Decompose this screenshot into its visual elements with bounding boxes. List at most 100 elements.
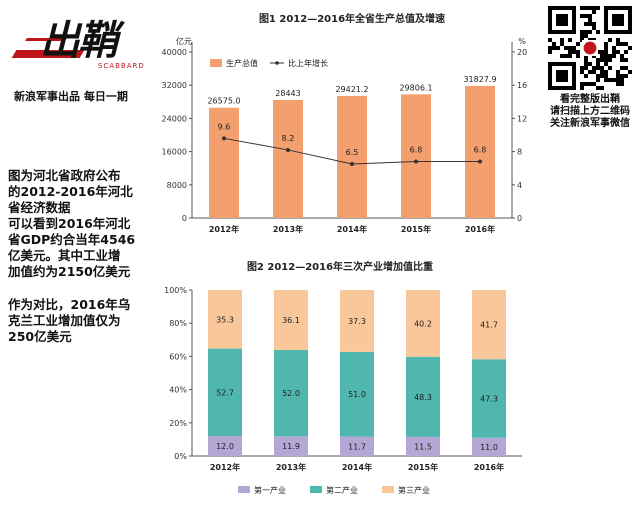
- gdp-bar: [401, 94, 431, 218]
- qr-module: [596, 6, 600, 10]
- x-tick-label: 2012年: [209, 224, 239, 234]
- qr-module: [592, 6, 596, 10]
- industry-share-chart: 图2 2012—2016年三次产业增加值比重 0% 20% 40% 60% 80% 100%…: [164, 260, 522, 495]
- qr-module: [568, 46, 572, 50]
- qr-module: [624, 42, 628, 46]
- qr-module: [580, 30, 584, 34]
- qr-module: [604, 54, 608, 58]
- x-tick-label: 2015年: [408, 462, 438, 472]
- legend-label-gdp: 生产总值: [226, 58, 258, 68]
- secondary-industry-label: 52.0: [282, 389, 300, 398]
- qr-module: [580, 34, 584, 38]
- growth-label: 6.5: [346, 148, 359, 157]
- qr-module: [584, 6, 588, 10]
- y-tick-label-right: 16: [517, 81, 527, 90]
- x-tick-label: 2016年: [474, 462, 504, 472]
- x-tick-label: 2015年: [401, 224, 431, 234]
- qr-module: [616, 42, 620, 46]
- qr-module: [552, 42, 556, 46]
- qr-module: [572, 46, 576, 50]
- qr-module: [592, 70, 596, 74]
- tertiary-industry-label: 36.1: [282, 316, 300, 325]
- qr-module: [604, 42, 608, 46]
- legend-marker-growth: [275, 61, 279, 65]
- qr-module: [604, 58, 608, 62]
- qr-center-logo: [583, 41, 597, 55]
- qr-code-icon[interactable]: [548, 6, 632, 90]
- qr-module: [604, 50, 608, 54]
- chart-title: 图2 2012—2016年三次产业增加值比重: [247, 260, 433, 273]
- qr-module: [576, 50, 580, 54]
- legend-label-tertiary-industry: 第三产业: [398, 485, 430, 495]
- growth-point: [222, 136, 226, 141]
- qr-module: [616, 82, 620, 86]
- y-axis-label-left: 亿元: [176, 36, 192, 46]
- growth-label: 6.8: [410, 146, 423, 155]
- qr-module: [560, 38, 564, 42]
- qr-module: [592, 66, 596, 70]
- logo: 出鞘 SCABBARD: [11, 6, 162, 76]
- gdp-bar-label: 29421.2: [335, 85, 368, 94]
- gdp-bar: [209, 107, 239, 218]
- primary-industry-segment: [208, 436, 242, 456]
- qr-module: [608, 38, 612, 42]
- y-tick-label: 100%: [164, 286, 187, 295]
- growth-point: [478, 159, 482, 164]
- qr-module: [588, 70, 592, 74]
- qr-module: [628, 46, 632, 50]
- qr-module: [624, 74, 628, 78]
- qr-caption-line: 看完整版出鞘: [560, 94, 620, 105]
- qr-finder: [556, 70, 568, 82]
- secondary-industry-label: 47.3: [480, 394, 498, 403]
- qr-module: [548, 46, 552, 50]
- qr-module: [620, 42, 624, 46]
- legend-label-primary-industry: 第一产业: [254, 485, 286, 495]
- qr-module: [628, 70, 632, 74]
- qr-module: [600, 86, 604, 90]
- legend-label-secondary-industry: 第二产业: [326, 485, 358, 495]
- y-tick-label: 40%: [169, 386, 187, 395]
- qr-module: [560, 54, 564, 58]
- qr-module: [600, 66, 604, 70]
- primary-industry-label: 11.5: [414, 442, 432, 451]
- y-tick-label: 20%: [169, 419, 187, 428]
- qr-module: [560, 42, 564, 46]
- tertiary-industry-label: 40.2: [414, 319, 432, 328]
- qr-module: [604, 46, 608, 50]
- qr-module: [588, 30, 592, 34]
- secondary-industry-label: 52.7: [216, 388, 234, 397]
- gdp-bar-label: 28443: [275, 89, 300, 98]
- tagline: 新浪军事出品 每日一期: [14, 90, 128, 103]
- secondary-industry-segment: [208, 348, 242, 437]
- qr-module: [596, 58, 600, 62]
- qr-module: [592, 22, 596, 26]
- y-tick-label-left: 24000: [162, 114, 187, 123]
- qr-module: [580, 86, 584, 90]
- y-tick-label: 80%: [169, 319, 187, 328]
- growth-point: [286, 147, 290, 152]
- qr-module: [616, 74, 620, 78]
- qr-module: [580, 82, 584, 86]
- qr-module: [584, 14, 588, 18]
- qr-module: [616, 38, 620, 42]
- secondary-industry-label: 48.3: [414, 393, 432, 402]
- growth-label: 6.8: [474, 146, 487, 155]
- qr-module: [620, 66, 624, 70]
- primary-industry-label: 11.0: [480, 443, 498, 452]
- qr-module: [600, 54, 604, 58]
- qr-module: [580, 66, 584, 70]
- y-tick-label-right: 12: [517, 114, 527, 123]
- qr-module: [608, 78, 612, 82]
- qr-module: [592, 26, 596, 30]
- gdp-bar: [337, 95, 367, 218]
- qr-finder: [556, 14, 568, 26]
- primary-industry-label: 11.7: [348, 442, 366, 451]
- growth-point: [414, 159, 418, 164]
- growth-point: [350, 162, 354, 167]
- y-tick-label-right: 0: [517, 214, 522, 223]
- qr-module: [604, 74, 608, 78]
- qr-module: [584, 30, 588, 34]
- qr-module: [612, 46, 616, 50]
- qr-module: [592, 82, 596, 86]
- qr-module: [620, 82, 624, 86]
